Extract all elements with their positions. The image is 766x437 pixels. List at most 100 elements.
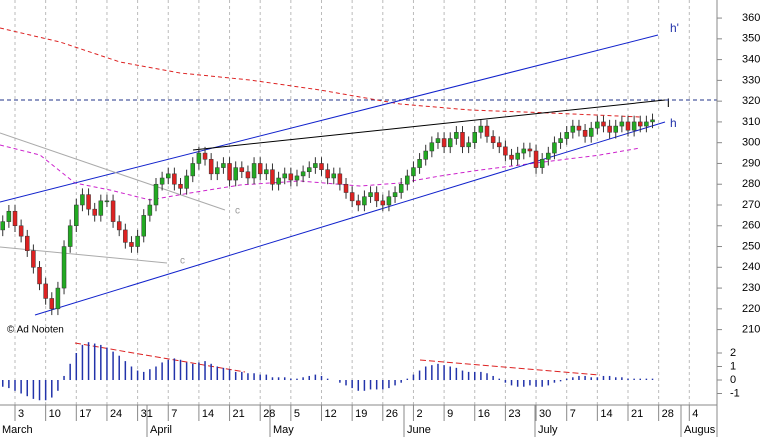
candle-body <box>429 142 435 152</box>
candle-body <box>558 138 563 143</box>
candle-body <box>607 125 612 133</box>
candle-body <box>619 121 625 127</box>
candle-body <box>178 183 183 189</box>
candle-body <box>454 132 459 139</box>
candle-body <box>552 142 557 154</box>
candle-body <box>503 146 508 156</box>
candle-body <box>582 129 588 137</box>
candle-body <box>595 121 600 129</box>
x-tick-label: 26 <box>386 408 398 420</box>
candle-body <box>37 267 42 285</box>
y-tick-label: 250 <box>742 240 760 252</box>
y-tick-label: 350 <box>742 33 760 45</box>
candle-body <box>362 196 367 206</box>
macd-signal <box>419 359 601 376</box>
x-tick-label: 28 <box>662 408 674 420</box>
x-tick-label: 7 <box>570 408 576 420</box>
y-tick-label: 210 <box>742 324 760 336</box>
candle-body <box>386 196 392 206</box>
candle-body <box>380 200 386 206</box>
candle-body <box>190 163 196 177</box>
month-label: March <box>2 424 33 436</box>
candle-body <box>18 225 24 237</box>
candle-body <box>570 125 576 133</box>
y-tick-label: 330 <box>742 74 760 86</box>
candle-body <box>80 194 85 206</box>
candle-body <box>472 132 477 143</box>
candle-body <box>644 121 649 127</box>
x-tick-label: 14 <box>202 408 214 420</box>
candle-body <box>325 169 330 179</box>
annotation: c <box>180 256 185 267</box>
moving-average <box>0 27 641 118</box>
x-tick-label: 21 <box>233 408 245 420</box>
x-tick-label: 31 <box>141 408 153 420</box>
candle-body <box>61 246 67 289</box>
candle-body <box>466 142 471 148</box>
candle-body <box>374 192 379 202</box>
candle-body <box>184 175 189 189</box>
trendline-gray <box>0 132 226 211</box>
candle-body <box>270 169 275 185</box>
candle-body <box>86 194 91 210</box>
candle-body <box>25 235 30 251</box>
y-tick-label: 270 <box>742 199 760 211</box>
candle-body <box>435 138 441 143</box>
channel-top <box>0 34 659 203</box>
candle-body <box>166 173 171 179</box>
candle-body <box>441 138 447 148</box>
candle-body <box>141 215 146 237</box>
candle-body <box>300 171 306 177</box>
candle-body <box>6 210 12 222</box>
candle-body <box>546 152 551 160</box>
x-tick-label: 10 <box>49 408 61 420</box>
candle-body <box>423 150 428 160</box>
month-label: May <box>273 424 294 436</box>
candle-body <box>631 121 637 131</box>
candle-body <box>74 204 79 227</box>
y-tick-label: 290 <box>742 157 760 169</box>
x-tick-label: 2 <box>416 408 422 420</box>
candle-body <box>251 163 257 179</box>
marks <box>0 113 655 401</box>
y-tick-label: 280 <box>742 178 760 190</box>
macd-signal <box>74 342 246 373</box>
annotation: i <box>667 96 670 110</box>
candle-body <box>294 175 300 181</box>
annotation: h <box>670 116 677 130</box>
x-tick-label: 30 <box>539 408 551 420</box>
candle-body <box>92 208 97 216</box>
candle-body <box>153 183 159 206</box>
candle-body <box>411 167 416 177</box>
x-tick-label: 23 <box>508 408 520 420</box>
candle-body <box>276 177 281 185</box>
candle-body <box>313 163 318 168</box>
x-tick-label: 5 <box>294 408 300 420</box>
candle-body <box>221 163 226 168</box>
candle-body <box>638 121 643 127</box>
candle-body <box>245 171 251 179</box>
candle-body <box>356 200 361 206</box>
candle-body <box>227 163 232 181</box>
annotation: h' <box>670 21 679 35</box>
y-tick-label: 240 <box>742 261 760 273</box>
credit: © Ad Nooten <box>7 325 64 336</box>
candle-body <box>447 138 453 148</box>
candle-body <box>490 136 496 143</box>
candle-body <box>288 173 294 181</box>
month-label: June <box>407 424 431 436</box>
candle-body <box>0 221 5 231</box>
candle-body <box>306 167 312 173</box>
candle-body <box>527 148 533 152</box>
candle-body <box>398 183 404 193</box>
candle-body <box>478 125 484 133</box>
candle-body <box>588 127 594 137</box>
candle-body <box>264 169 269 175</box>
x-tick-label: 9 <box>447 408 453 420</box>
y-tick-label: 260 <box>742 220 760 232</box>
y-tick-label: 2 <box>730 347 736 359</box>
y-tick-label: 1 <box>730 360 736 372</box>
candle-body <box>650 119 655 123</box>
candle-body <box>349 192 355 202</box>
candle-body <box>417 159 422 168</box>
